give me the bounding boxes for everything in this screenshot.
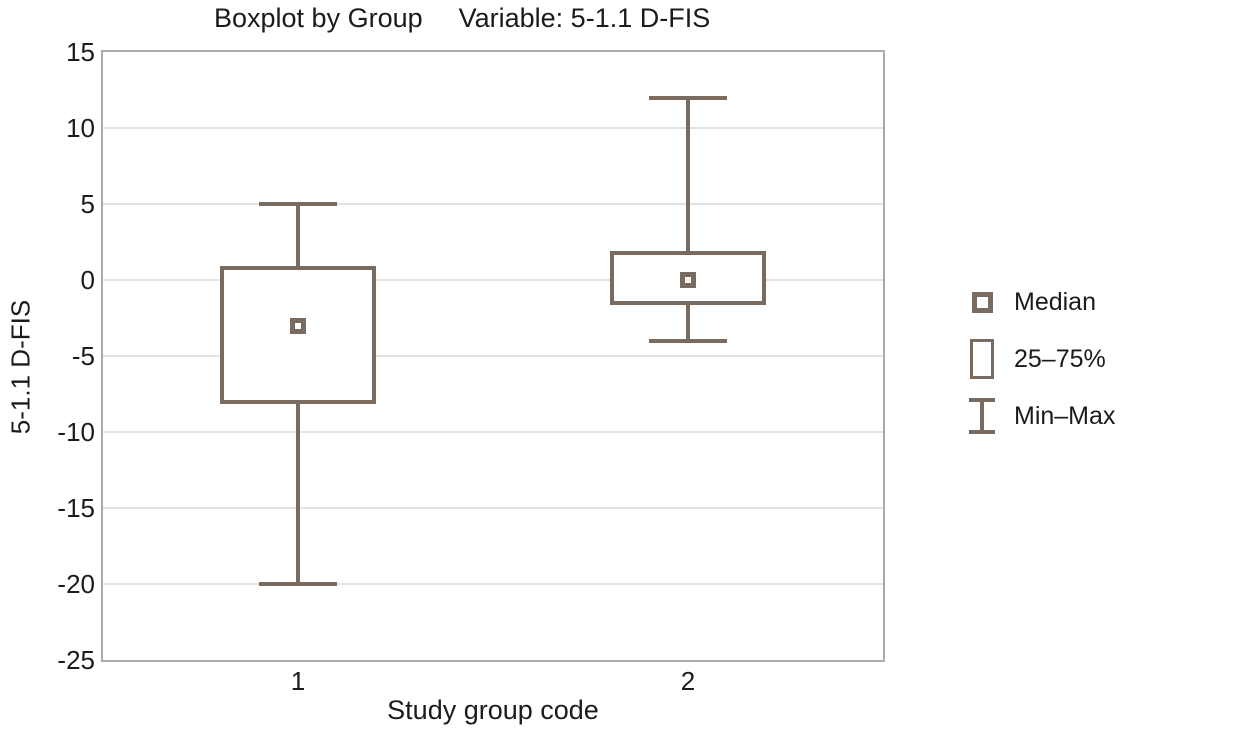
iqr-box-group-1: [220, 265, 376, 404]
plot-area: [101, 50, 885, 662]
legend: Median 25–75% Min–Max: [966, 281, 1115, 437]
legend-item-box: 25–75%: [966, 338, 1115, 380]
y-tick-label: -20: [57, 569, 95, 599]
box-rect-icon: [970, 339, 994, 379]
x-axis-title: Study group code: [387, 695, 599, 725]
y-tick-label: 0: [80, 265, 95, 295]
gridline: [103, 127, 883, 129]
y-tick-label: 15: [66, 37, 95, 67]
y-tick-label: -25: [57, 645, 95, 675]
legend-label: 25–75%: [1014, 344, 1106, 373]
y-tick-label: -5: [71, 341, 95, 371]
whisker-upper: [296, 204, 300, 268]
y-tick-label: -10: [57, 417, 95, 447]
x-tick-label: 1: [290, 666, 306, 696]
whisker-cap-max: [649, 95, 727, 100]
gridline: [103, 507, 883, 509]
gridline: [103, 355, 883, 357]
legend-item-median: Median: [966, 281, 1115, 323]
whisker-upper: [686, 97, 690, 253]
gridline: [103, 583, 883, 585]
legend-item-minmax: Min–Max: [966, 395, 1115, 437]
median-marker-group-2: [680, 272, 696, 288]
median-square-icon: [971, 291, 993, 313]
whisker-cap-min: [259, 582, 337, 586]
y-tick-label: 10: [66, 113, 95, 143]
gridline: [103, 431, 883, 433]
min-max-ibeam-icon: [969, 398, 995, 434]
legend-label: Min–Max: [1014, 401, 1116, 430]
x-tick-label: 2: [680, 666, 696, 696]
whisker-lower: [296, 401, 300, 584]
chart-title-main: Boxplot by Group: [214, 3, 423, 33]
y-tick-label: -15: [57, 493, 95, 523]
whisker-lower: [686, 302, 690, 341]
whisker-cap-max: [259, 202, 337, 206]
chart-title-variable: Variable: 5-1.1 D-FIS: [458, 3, 711, 33]
whisker-cap-min: [649, 338, 727, 343]
legend-label: Median: [1014, 287, 1096, 316]
gridline: [103, 279, 883, 281]
median-marker-group-1: [290, 317, 306, 334]
y-tick-label: 5: [80, 189, 95, 219]
gridline: [103, 203, 883, 205]
chart-title: Boxplot by Group Variable: 5-1.1 D-FIS: [214, 2, 710, 34]
